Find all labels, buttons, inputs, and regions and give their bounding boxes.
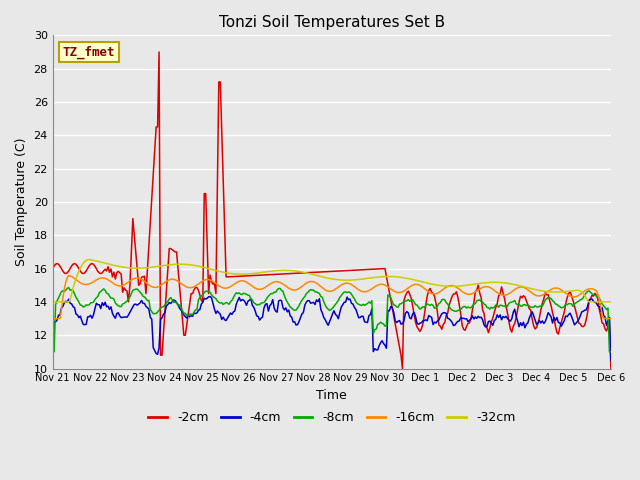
-32cm <box>604 299 612 305</box>
-4cm <box>448 319 456 325</box>
-32cm <box>49 299 56 305</box>
Line: -16cm: -16cm <box>52 276 611 319</box>
-16cm <box>337 282 345 288</box>
-2cm <box>450 291 458 297</box>
-4cm <box>49 357 56 363</box>
-2cm <box>85 263 93 269</box>
-32cm <box>85 257 93 263</box>
-32cm <box>87 257 95 263</box>
-16cm <box>69 275 77 280</box>
-4cm <box>68 301 76 307</box>
-8cm <box>49 349 56 355</box>
-8cm <box>337 293 345 299</box>
-32cm <box>68 291 76 297</box>
-2cm <box>68 263 76 269</box>
-2cm <box>49 266 56 272</box>
-16cm <box>607 316 614 322</box>
-4cm <box>607 357 614 363</box>
-8cm <box>65 285 72 290</box>
Y-axis label: Soil Temperature (C): Soil Temperature (C) <box>15 138 28 266</box>
-2cm <box>337 268 345 274</box>
Line: -32cm: -32cm <box>52 260 611 302</box>
-2cm <box>605 317 613 323</box>
-2cm <box>399 366 406 372</box>
-4cm <box>206 294 214 300</box>
-8cm <box>604 305 612 311</box>
-16cm <box>604 316 612 322</box>
-16cm <box>448 283 456 288</box>
-16cm <box>49 316 56 322</box>
Title: Tonzi Soil Temperatures Set B: Tonzi Soil Temperatures Set B <box>219 15 445 30</box>
-8cm <box>87 300 95 306</box>
Legend: -2cm, -4cm, -8cm, -16cm, -32cm: -2cm, -4cm, -8cm, -16cm, -32cm <box>143 406 520 429</box>
-8cm <box>531 303 539 309</box>
Line: -8cm: -8cm <box>52 288 611 352</box>
-8cm <box>448 307 456 313</box>
-16cm <box>65 273 72 278</box>
-4cm <box>85 314 93 320</box>
-16cm <box>531 292 539 298</box>
-32cm <box>531 287 539 292</box>
-8cm <box>607 349 614 355</box>
-32cm <box>448 284 456 289</box>
-4cm <box>531 317 539 323</box>
-16cm <box>87 280 95 286</box>
-8cm <box>69 288 77 293</box>
-2cm <box>532 324 540 330</box>
-4cm <box>604 318 612 324</box>
-32cm <box>607 299 614 305</box>
X-axis label: Time: Time <box>316 389 347 402</box>
-32cm <box>337 277 345 283</box>
-2cm <box>607 366 614 372</box>
-2cm <box>156 49 163 55</box>
Line: -4cm: -4cm <box>52 297 611 360</box>
Line: -2cm: -2cm <box>52 52 611 369</box>
-4cm <box>337 304 345 310</box>
Text: TZ_fmet: TZ_fmet <box>63 45 115 59</box>
